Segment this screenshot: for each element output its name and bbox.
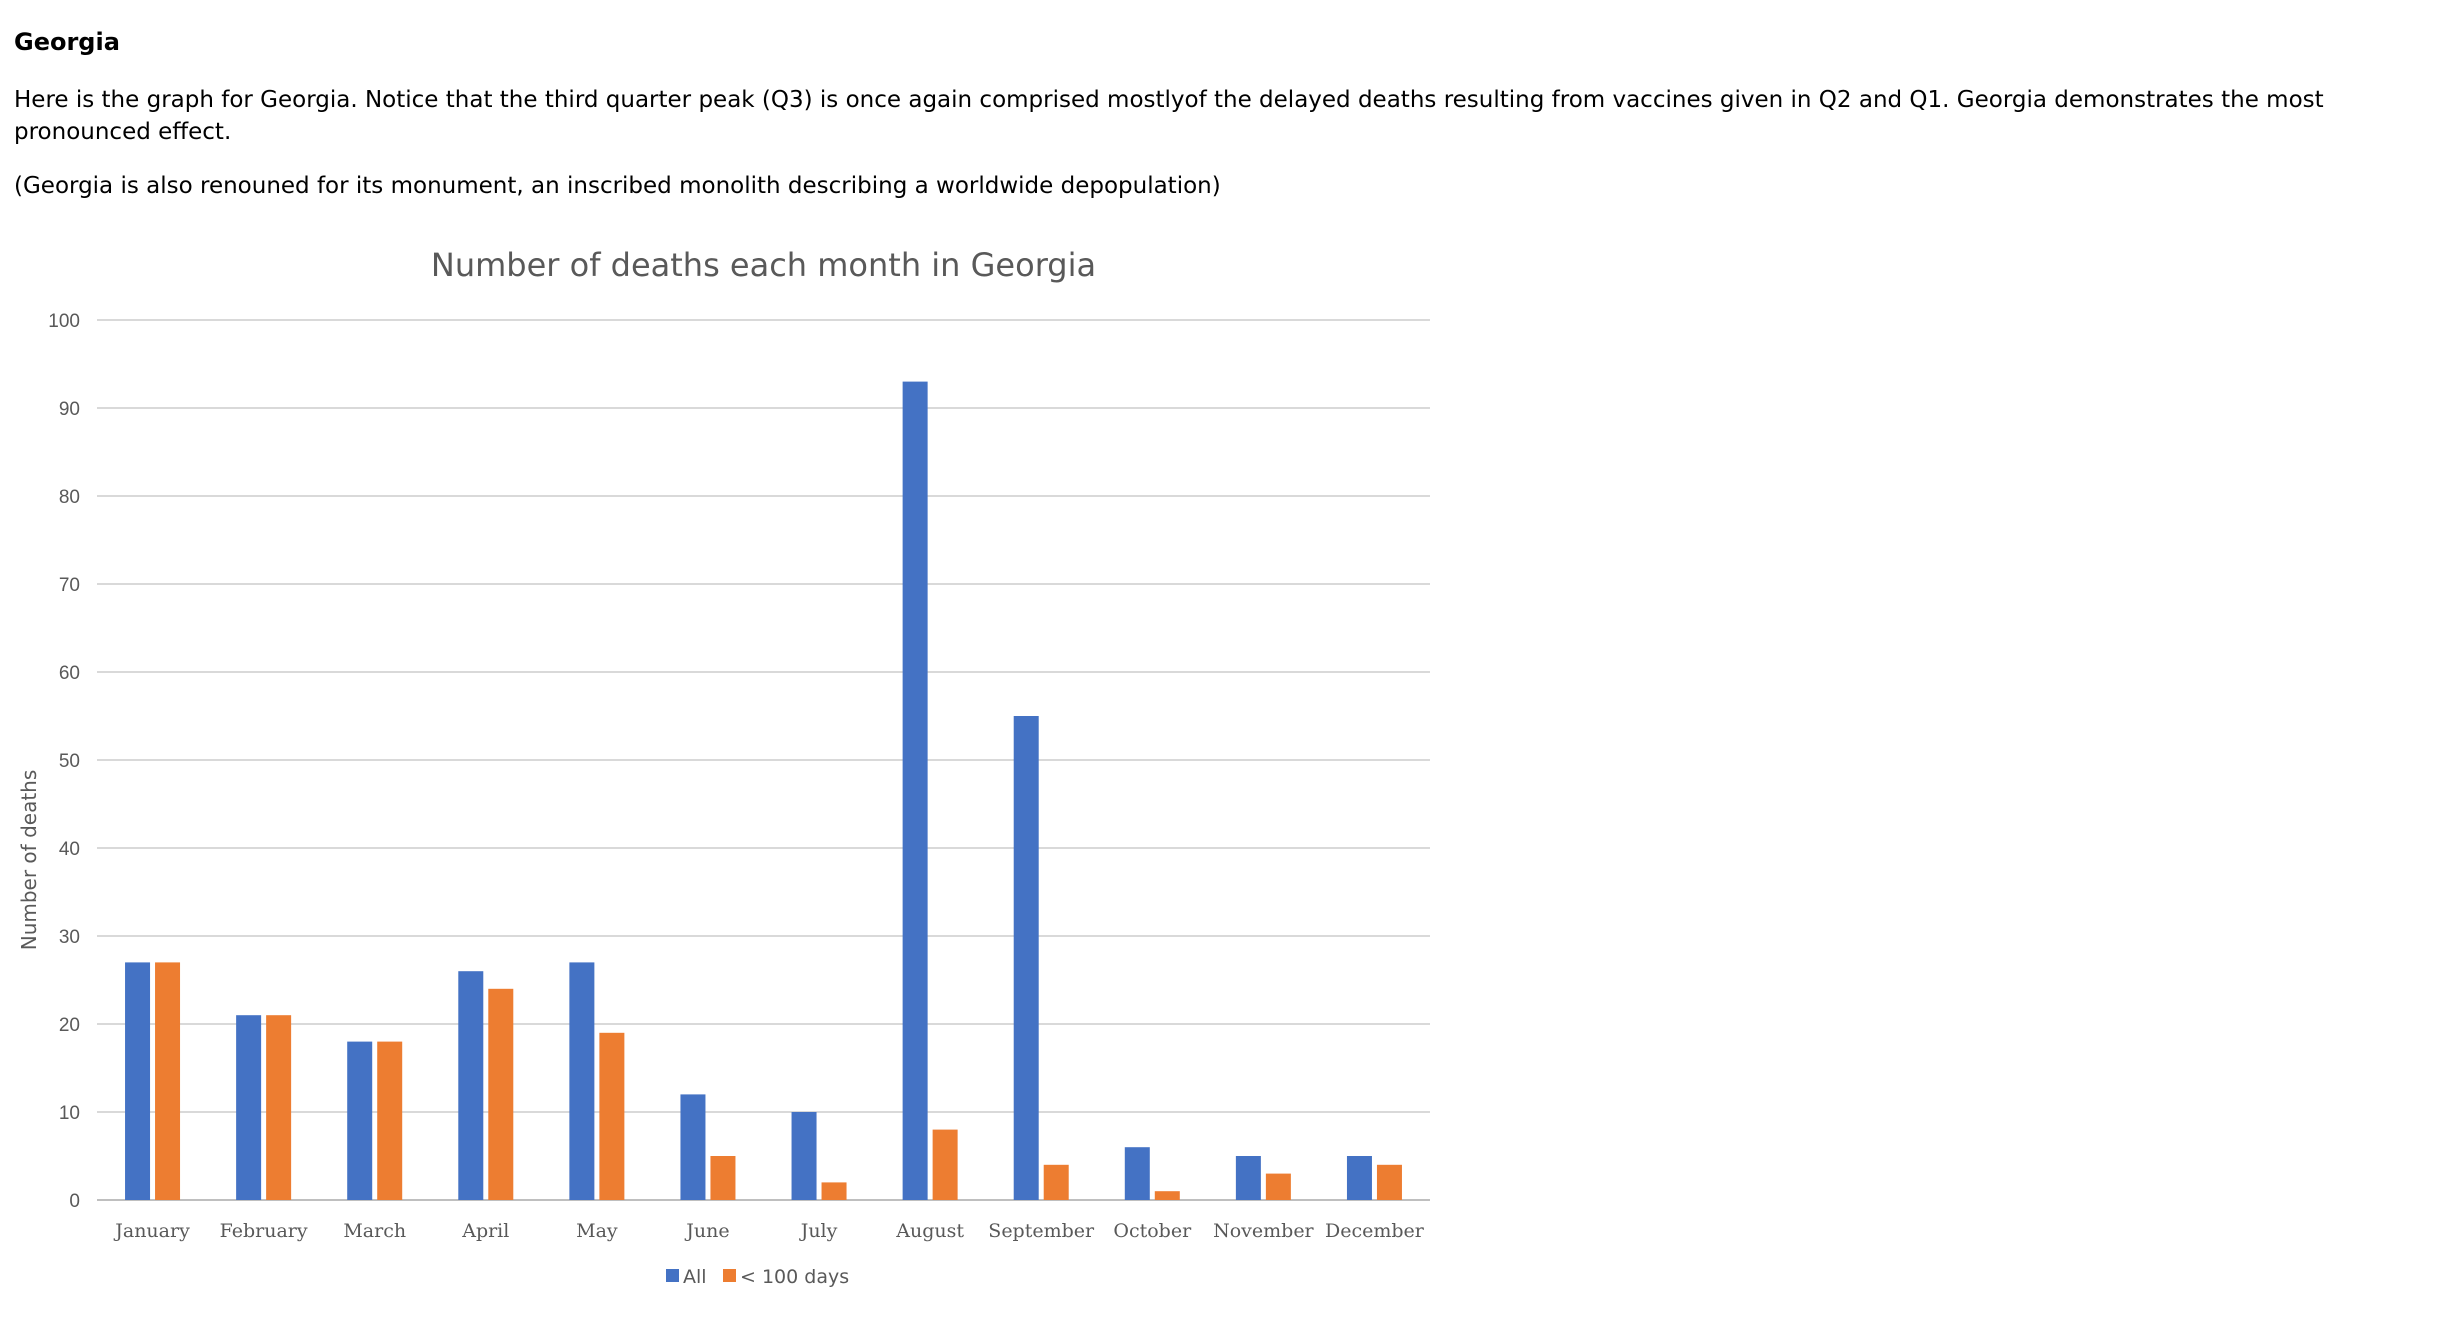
x-tick-label: November [1213, 1220, 1314, 1242]
y-tick-label: 10 [59, 1103, 80, 1124]
bar-all-january [125, 962, 151, 1200]
bar-under-100-days-december [1376, 1164, 1402, 1200]
bar-under-100-days-august [932, 1129, 958, 1200]
bar-all-june [680, 1094, 706, 1200]
x-tick-label: June [684, 1220, 729, 1242]
page-heading: Georgia [14, 28, 120, 56]
legend-label-all: All [683, 1266, 707, 1288]
y-tick-label: 0 [69, 1191, 80, 1212]
x-tick-label: March [343, 1220, 406, 1242]
y-tick-label: 60 [59, 663, 80, 684]
bar-all-november [1235, 1156, 1261, 1200]
y-tick-label: 80 [59, 487, 80, 508]
y-tick-label: 50 [59, 751, 80, 772]
bar-all-september [1013, 716, 1039, 1200]
x-tick-label: May [576, 1220, 618, 1242]
x-tick-label: December [1325, 1220, 1425, 1242]
x-tick-label: September [988, 1220, 1095, 1242]
bar-all-august [902, 381, 928, 1201]
bar-under-100-days-july [821, 1182, 847, 1200]
legend-label-under-100-days: < 100 days [740, 1266, 849, 1288]
y-tick-label: 20 [59, 1015, 80, 1036]
x-tick-label: April [461, 1220, 509, 1242]
bar-under-100-days-november [1265, 1173, 1291, 1200]
y-axis-label: Number of deaths [17, 770, 41, 951]
chart-title: Number of deaths each month in Georgia [431, 246, 1096, 284]
bar-all-july [791, 1112, 817, 1200]
bar-under-100-days-january [155, 962, 181, 1200]
chart-canvas: Number of deaths each month in Georgia Nu… [17, 246, 1430, 1288]
bar-all-february [236, 1015, 262, 1200]
bar-all-march [347, 1041, 373, 1200]
bar-under-100-days-june [710, 1156, 736, 1200]
y-tick-label: 30 [59, 927, 80, 948]
bar-under-100-days-march [377, 1041, 403, 1200]
y-tick-label: 100 [48, 311, 80, 332]
x-tick-label: July [799, 1220, 838, 1242]
bar-all-december [1346, 1156, 1372, 1200]
deaths-chart: Number of deaths each month in Georgia Nu… [0, 220, 1480, 1337]
x-tick-label: October [1113, 1220, 1192, 1242]
x-tick-label: January [113, 1220, 190, 1242]
bar-all-april [458, 971, 484, 1200]
legend-swatch-all [666, 1269, 679, 1282]
bar-all-may [569, 962, 595, 1200]
x-tick-label: February [220, 1220, 308, 1242]
bar-under-100-days-february [266, 1015, 292, 1200]
y-tick-label: 70 [59, 575, 80, 596]
bar-under-100-days-may [599, 1032, 625, 1200]
y-tick-label: 90 [59, 399, 80, 420]
bar-under-100-days-october [1154, 1191, 1180, 1200]
bar-under-100-days-september [1043, 1164, 1069, 1200]
intro-paragraph: Here is the graph for Georgia. Notice th… [14, 87, 2324, 145]
x-tick-label: August [895, 1220, 964, 1242]
y-tick-label: 40 [59, 839, 80, 860]
bar-under-100-days-april [488, 988, 514, 1200]
bar-all-october [1124, 1147, 1150, 1200]
legend-swatch-under-100-days [723, 1269, 736, 1282]
monument-paragraph: (Georgia is also renouned for its monume… [14, 173, 1221, 199]
